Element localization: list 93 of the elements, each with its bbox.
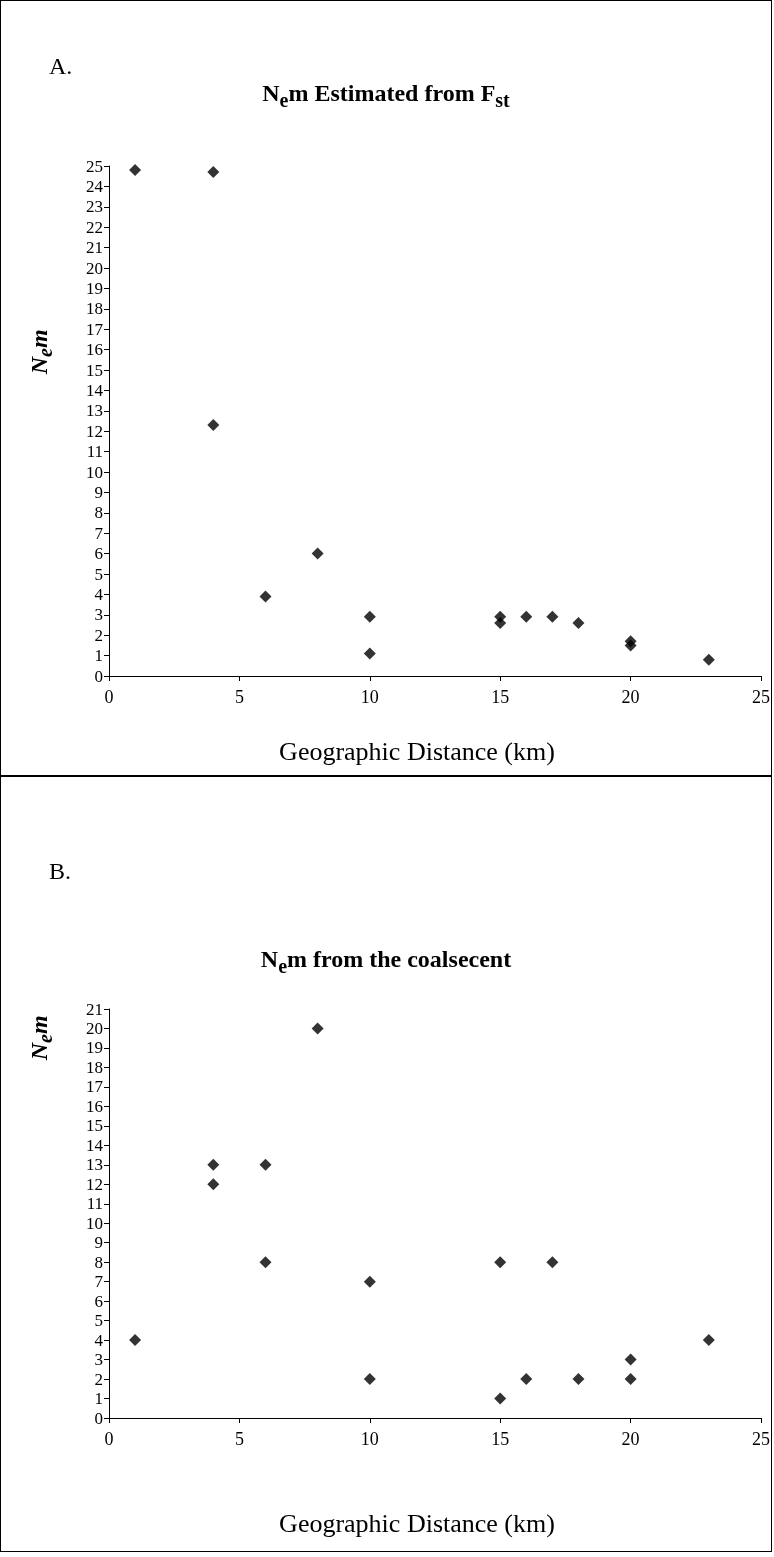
y-tick-label: 23 — [86, 197, 103, 217]
y-tick-label: 0 — [94, 666, 103, 686]
chart-title: N$_{e}$m from the coalsecent — [259, 946, 513, 978]
y-tick-label: 2 — [94, 625, 103, 645]
y-tick-label: 4 — [94, 584, 104, 604]
y-tick-label: 20 — [86, 258, 103, 278]
x-axis-title: Geographic Distance (km) — [278, 737, 556, 767]
point — [207, 419, 220, 432]
y-tick-label: 12 — [86, 1174, 103, 1194]
y-tick-label: 24 — [86, 176, 104, 196]
x-tick-label: 10 — [360, 687, 379, 707]
y-tick-label: 25 — [86, 156, 103, 176]
y-tick-label: 13 — [86, 401, 103, 421]
y-tick-label: 14 — [86, 1135, 104, 1155]
point — [363, 647, 376, 660]
y-tick-label: 18 — [86, 1057, 103, 1077]
chart-title: N$_{e}$m Estimated from F$_{st}$ — [261, 80, 511, 112]
point — [520, 1373, 533, 1386]
point — [363, 1275, 376, 1288]
y-tick-label: 20 — [86, 1018, 103, 1038]
y-tick-label: 15 — [86, 1116, 103, 1136]
y-tick-label: 22 — [86, 217, 103, 237]
y-tick-label: 6 — [94, 544, 103, 564]
point — [702, 653, 715, 666]
y-tick-label: 18 — [86, 299, 103, 319]
y-tick-label: 5 — [94, 1311, 103, 1331]
y-tick-label: 17 — [86, 1077, 104, 1097]
y-tick-label: 3 — [94, 605, 103, 625]
x-tick-label: 20 — [621, 1429, 640, 1449]
point — [129, 164, 142, 177]
point — [207, 166, 220, 179]
point — [207, 1178, 220, 1191]
point — [546, 1256, 559, 1269]
y-tick-label: 9 — [94, 1233, 103, 1253]
x-tick-label: 25 — [752, 687, 770, 707]
y-tick-label: 15 — [86, 360, 103, 380]
x-tick-label: 5 — [234, 1429, 244, 1449]
y-tick-label: 17 — [86, 319, 104, 339]
x-tick-label: 10 — [360, 1429, 379, 1449]
x-tick-label: 15 — [491, 687, 510, 707]
y-tick-label: 14 — [86, 380, 104, 400]
point — [546, 610, 559, 623]
y-tick-label: 8 — [94, 503, 103, 523]
point — [363, 1373, 376, 1386]
x-tick-label: 5 — [234, 687, 244, 707]
point — [259, 1256, 272, 1269]
point — [624, 639, 637, 652]
x-tick-label: 20 — [621, 687, 640, 707]
y-tick-label: 6 — [94, 1291, 103, 1311]
y-tick-label: 0 — [94, 1408, 103, 1428]
y-tick-label: 8 — [94, 1252, 103, 1272]
y-tick-label: 11 — [86, 1194, 103, 1214]
x-tick-label: 15 — [491, 1429, 510, 1449]
x-tick-label: 25 — [752, 1429, 770, 1449]
x-axis-title: Geographic Distance (km) — [278, 1509, 556, 1539]
y-tick-label: 9 — [94, 482, 103, 502]
point — [311, 547, 324, 560]
point — [624, 1353, 637, 1366]
point — [207, 1158, 220, 1171]
y-tick-label: 13 — [86, 1155, 103, 1175]
y-tick-label: 7 — [94, 523, 104, 543]
point — [494, 616, 507, 629]
y-tick-label: 21 — [86, 999, 103, 1019]
point — [624, 1373, 637, 1386]
y-tick-label: 10 — [86, 1213, 103, 1233]
y-tick-label: 16 — [86, 340, 103, 360]
point — [363, 610, 376, 623]
y-tick-label: 1 — [94, 646, 103, 666]
point — [520, 610, 533, 623]
point — [494, 1256, 507, 1269]
text: B. — [49, 858, 72, 885]
point — [129, 1334, 142, 1347]
y-tick-label: 12 — [86, 421, 103, 441]
point — [572, 1373, 585, 1386]
point — [311, 1022, 324, 1035]
y-tick-label: 11 — [86, 442, 103, 462]
y-tick-label: 19 — [86, 278, 103, 298]
y-tick-label: 4 — [94, 1330, 104, 1350]
y-tick-label: 19 — [86, 1038, 103, 1058]
y-tick-label: 21 — [86, 238, 103, 258]
point — [259, 590, 272, 603]
text: A. — [49, 53, 73, 80]
point — [572, 616, 585, 629]
point — [702, 1334, 715, 1347]
y-tick-label: 16 — [86, 1096, 103, 1116]
point — [259, 1158, 272, 1171]
y-tick-label: 1 — [94, 1389, 103, 1409]
y-tick-label: 2 — [94, 1369, 103, 1389]
y-tick-label: 7 — [94, 1272, 104, 1292]
point — [494, 1392, 507, 1405]
y-tick-label: 3 — [94, 1350, 103, 1370]
y-tick-label: 10 — [86, 462, 103, 482]
y-tick-label: 5 — [94, 564, 103, 584]
